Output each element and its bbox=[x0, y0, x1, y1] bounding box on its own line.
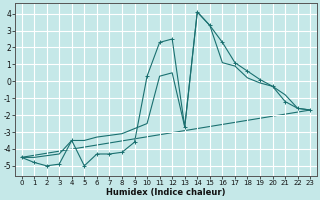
X-axis label: Humidex (Indice chaleur): Humidex (Indice chaleur) bbox=[106, 188, 226, 197]
